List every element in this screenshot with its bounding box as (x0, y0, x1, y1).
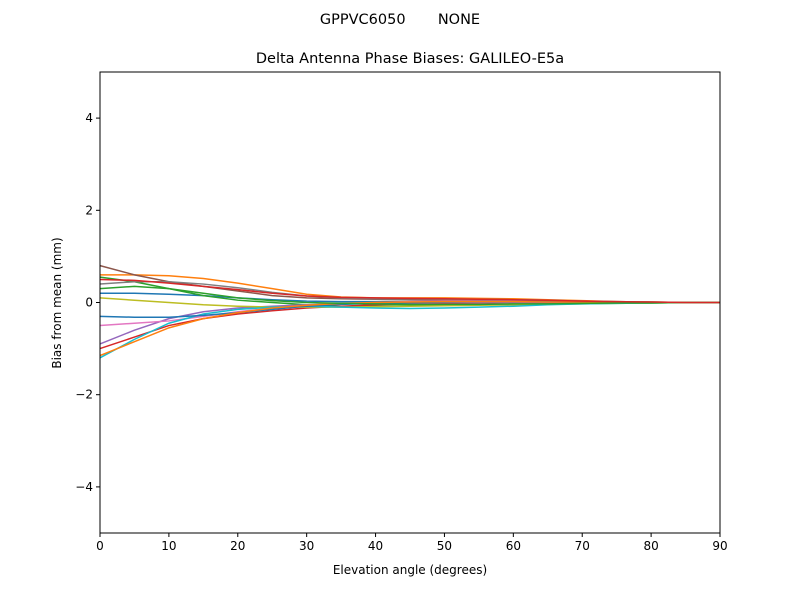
series-line (99, 278, 720, 304)
x-tick-label: 0 (96, 539, 104, 553)
x-tick-label: 30 (299, 539, 314, 553)
series-line (99, 301, 720, 359)
x-tick-label: 10 (161, 539, 176, 553)
x-tick-label: 60 (506, 539, 521, 553)
x-axis-label: Elevation angle (degrees) (333, 563, 487, 577)
x-tick-label: 50 (437, 539, 452, 553)
plot-area (99, 264, 720, 359)
series-line (99, 301, 720, 350)
x-tick-label: 70 (575, 539, 590, 553)
y-axis-label: Bias from mean (mm) (50, 237, 64, 368)
series-line (99, 285, 720, 306)
y-tick-label: −4 (75, 480, 93, 494)
x-tick-label: 20 (230, 539, 245, 553)
series-line (99, 300, 720, 357)
y-tick-label: 4 (85, 111, 93, 125)
y-tick-label: −2 (75, 388, 93, 402)
suptitle: GPPVC6050 NONE (320, 12, 480, 28)
chart-title: Delta Antenna Phase Biases: GALILEO-E5a (256, 51, 564, 67)
y-tick-label: 2 (85, 203, 93, 217)
x-tick-label: 90 (712, 539, 727, 553)
x-tick-label: 80 (643, 539, 658, 553)
y-tick-label: 0 (85, 296, 93, 310)
x-tick-label: 40 (368, 539, 383, 553)
